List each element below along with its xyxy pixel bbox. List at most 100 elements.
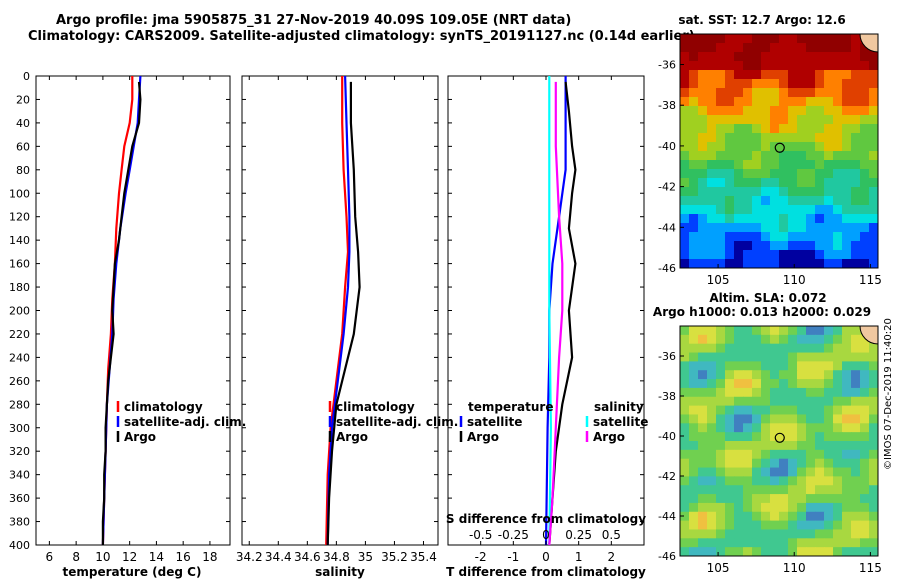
sst-cell	[806, 115, 816, 125]
sst-cell	[833, 133, 843, 143]
sst-cell	[689, 115, 699, 125]
sst-cell	[842, 205, 852, 215]
sla-cell	[779, 511, 789, 522]
sla-cell	[833, 485, 843, 495]
sst-cell	[698, 106, 708, 116]
sla-cell	[743, 334, 753, 345]
sst-cell	[716, 142, 726, 152]
sst-cell	[725, 34, 735, 44]
sla-cell	[752, 370, 762, 380]
sst-cell	[860, 223, 870, 233]
sla-cell	[806, 352, 816, 362]
sla-cell	[752, 485, 762, 495]
sla-cell	[833, 458, 843, 469]
sla-cell	[806, 458, 816, 469]
sla-cell	[743, 476, 753, 486]
map-y-tick-label: -44	[658, 221, 676, 234]
sst-cell	[707, 187, 717, 197]
sst-cell	[707, 160, 717, 170]
sst-cell	[725, 106, 735, 116]
sst-cell	[860, 160, 870, 170]
sla-cell	[698, 441, 708, 451]
map-y-tick-label: -40	[658, 430, 676, 443]
sst-cell	[851, 79, 861, 89]
sla-cell	[869, 396, 878, 407]
map-y-tick-label: -42	[658, 470, 676, 483]
sla-cell	[860, 334, 870, 345]
sst-cell	[689, 259, 699, 268]
sla-cell	[869, 511, 878, 522]
sla-cell	[770, 326, 780, 336]
sla-cell	[734, 326, 744, 336]
sla-cell	[752, 494, 762, 504]
sst-cell	[752, 214, 762, 224]
sla-cell	[842, 432, 852, 442]
sst-cell	[770, 232, 780, 242]
sla-cell	[860, 520, 870, 531]
sst-cell	[806, 97, 816, 107]
depth-tick-label: 100	[9, 187, 30, 200]
sla-cell	[743, 467, 753, 477]
sst-cell	[743, 61, 753, 71]
sst-cell	[698, 133, 708, 143]
sst-cell	[761, 205, 771, 215]
sla-cell	[734, 538, 744, 548]
sst-cell	[743, 241, 753, 251]
sst-cell	[869, 124, 878, 134]
sst-cell	[707, 259, 717, 268]
sla-cell	[698, 449, 708, 460]
sla-cell	[851, 449, 861, 460]
sst-cell	[833, 97, 843, 107]
sst-cell	[725, 160, 735, 170]
sla-cell	[806, 502, 816, 513]
x-tick-label: 35	[358, 550, 373, 564]
sla-cell	[689, 423, 699, 433]
temperature-x-axis: 6 8 10 12 14 16 18	[46, 76, 218, 564]
sst-cell	[707, 142, 717, 152]
sla-cell	[725, 334, 735, 345]
sst-cell	[842, 196, 852, 206]
sla-cell	[842, 370, 852, 380]
sla-cell	[743, 405, 753, 416]
sla-cell	[779, 334, 789, 345]
sla-cell	[779, 449, 789, 460]
sla-cell	[734, 334, 744, 345]
depth-tick-label: 200	[9, 305, 30, 318]
sst-cell	[707, 232, 717, 242]
sst-cell	[743, 214, 753, 224]
sla-cell	[698, 511, 708, 522]
sst-cell	[797, 43, 807, 53]
sla-cell	[752, 379, 762, 389]
depth-tick-label: 240	[9, 351, 30, 364]
sst-cell	[716, 241, 726, 251]
sla-cell	[842, 379, 852, 389]
sst-cell	[851, 187, 861, 197]
legend-label: climatology	[124, 400, 203, 414]
sst-cell	[788, 106, 798, 116]
difference-x-axis-salinity: -0.5 -0.25 0 0.25 0.5	[469, 528, 621, 542]
sst-cell	[761, 250, 771, 260]
sst-cell	[779, 223, 789, 233]
series-line-salinity-argo	[548, 81, 564, 546]
sla-cell	[788, 326, 798, 336]
sst-cell	[689, 79, 699, 89]
sla-cell	[734, 379, 744, 389]
sst-cell	[725, 61, 735, 71]
sla-cell	[689, 538, 699, 548]
sla-cell	[716, 352, 726, 362]
sst-cell	[833, 79, 843, 89]
sst-cell	[689, 43, 699, 53]
sst-cell	[815, 259, 825, 268]
sst-cell	[806, 70, 816, 80]
sla-cell	[725, 352, 735, 362]
sst-cell	[797, 205, 807, 215]
sla-cell	[770, 423, 780, 433]
sla-cell	[716, 396, 726, 407]
sla-cell	[788, 529, 798, 539]
sst-cell	[752, 70, 762, 80]
depth-tick-label: 180	[9, 281, 30, 294]
sla-cell	[716, 449, 726, 460]
sst-cell	[788, 61, 798, 71]
sst-cell	[806, 241, 816, 251]
sla-cell	[806, 361, 816, 371]
